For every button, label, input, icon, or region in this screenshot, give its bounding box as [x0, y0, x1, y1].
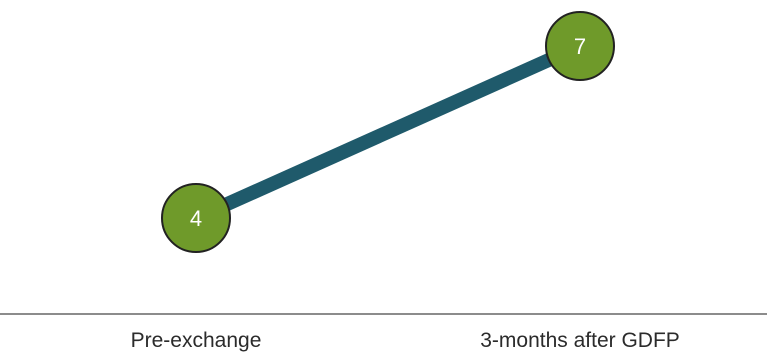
- series-line: [193, 39, 583, 225]
- category-label: 3-months after GDFP: [480, 329, 680, 352]
- data-label: 7: [574, 34, 586, 59]
- series-layer: 47: [161, 11, 615, 253]
- data-point-marker: [545, 11, 615, 81]
- data-point-marker: [161, 183, 231, 253]
- data-label: 4: [190, 206, 202, 231]
- category-labels: Pre-exchange 3-months after GDFP: [131, 329, 680, 352]
- category-label: Pre-exchange: [131, 329, 262, 352]
